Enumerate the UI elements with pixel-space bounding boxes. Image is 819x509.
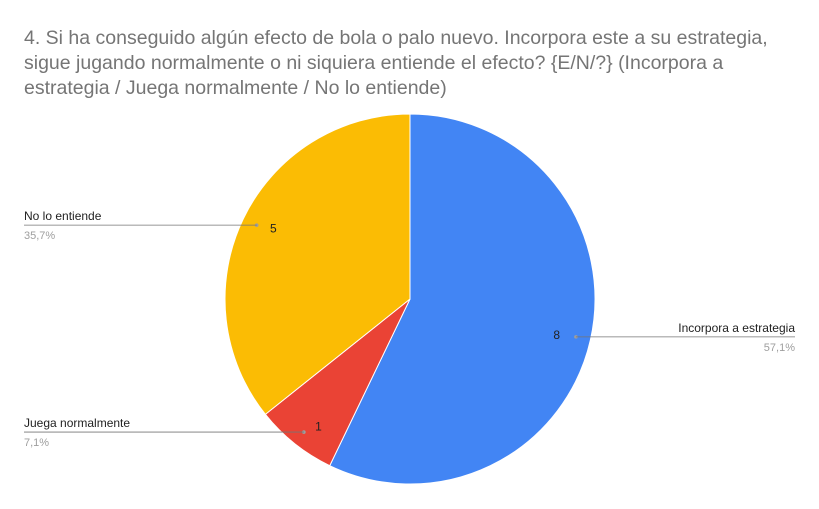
pie-slices	[224, 113, 596, 485]
data-label-no-lo-entiende: 5	[270, 221, 277, 235]
data-label-juega-normalmente: 1	[315, 419, 322, 433]
callout-dot-juega-normalmente	[302, 430, 306, 434]
slice-label-incorpora-a-estrategia: Incorpora a estrategia	[678, 321, 795, 335]
chart-title: 4. Si ha conseguido algún efecto de bola…	[24, 27, 768, 99]
slice-label-juega-normalmente: Juega normalmente	[24, 416, 130, 430]
slice-label-no-lo-entiende: No lo entiende	[24, 209, 102, 223]
data-label-incorpora-a-estrategia: 8	[553, 328, 560, 342]
slice-percent-juega-normalmente: 7,1%	[24, 437, 49, 449]
pie-slice-no-lo-entiende	[224, 113, 411, 416]
pie-slice-incorpora-a-estrategia	[329, 113, 596, 485]
slice-percent-no-lo-entiende: 35,7%	[24, 230, 55, 242]
slice-percent-incorpora-a-estrategia: 57,1%	[764, 342, 795, 354]
